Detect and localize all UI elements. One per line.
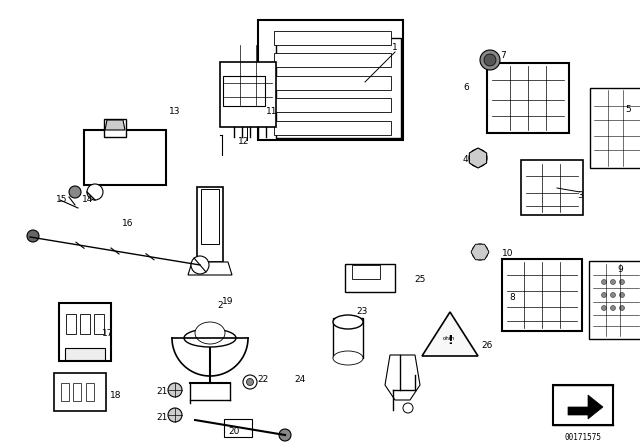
Bar bbox=[104, 119, 126, 137]
Text: 19: 19 bbox=[222, 297, 234, 306]
Circle shape bbox=[620, 306, 625, 310]
Circle shape bbox=[484, 54, 496, 66]
Text: 13: 13 bbox=[169, 108, 180, 116]
Circle shape bbox=[246, 379, 253, 385]
Text: 20: 20 bbox=[228, 427, 240, 436]
Circle shape bbox=[602, 280, 607, 284]
Bar bbox=[86, 383, 94, 401]
Text: 17: 17 bbox=[102, 329, 114, 339]
Bar bbox=[66, 314, 76, 334]
Text: 23: 23 bbox=[356, 307, 368, 316]
Bar bbox=[273, 31, 390, 45]
Circle shape bbox=[611, 280, 616, 284]
Bar bbox=[224, 419, 252, 437]
Circle shape bbox=[620, 280, 625, 284]
Text: 4: 4 bbox=[462, 155, 468, 164]
Polygon shape bbox=[105, 120, 125, 130]
Bar bbox=[275, 38, 401, 138]
Polygon shape bbox=[385, 355, 420, 400]
Text: !: ! bbox=[447, 333, 453, 346]
Bar bbox=[201, 190, 219, 245]
Text: 14: 14 bbox=[83, 195, 93, 204]
Circle shape bbox=[611, 306, 616, 310]
Bar bbox=[273, 53, 390, 68]
Bar bbox=[197, 188, 223, 263]
Text: 5: 5 bbox=[625, 105, 631, 115]
Circle shape bbox=[480, 50, 500, 70]
Bar bbox=[84, 130, 166, 185]
Circle shape bbox=[69, 186, 81, 198]
Bar bbox=[54, 373, 106, 411]
Bar bbox=[487, 63, 569, 133]
Text: 16: 16 bbox=[122, 220, 134, 228]
Ellipse shape bbox=[195, 322, 225, 344]
Circle shape bbox=[168, 383, 182, 397]
Circle shape bbox=[469, 149, 487, 167]
Text: 18: 18 bbox=[110, 392, 122, 401]
Text: 12: 12 bbox=[238, 138, 250, 146]
Text: ohm: ohm bbox=[443, 336, 455, 340]
Bar bbox=[257, 20, 403, 140]
Circle shape bbox=[602, 293, 607, 297]
Circle shape bbox=[403, 403, 413, 413]
Polygon shape bbox=[471, 244, 489, 260]
Bar bbox=[73, 383, 81, 401]
Polygon shape bbox=[422, 312, 478, 356]
Polygon shape bbox=[188, 262, 232, 275]
Text: 1: 1 bbox=[392, 43, 398, 52]
Text: 24: 24 bbox=[294, 375, 306, 384]
Bar bbox=[273, 121, 390, 135]
Bar bbox=[220, 63, 276, 128]
Bar bbox=[502, 259, 582, 331]
Text: 25: 25 bbox=[414, 276, 426, 284]
Bar bbox=[333, 318, 363, 358]
Circle shape bbox=[168, 408, 182, 422]
Bar bbox=[590, 88, 640, 168]
Circle shape bbox=[191, 256, 209, 274]
Circle shape bbox=[27, 230, 39, 242]
Text: 8: 8 bbox=[509, 293, 515, 302]
Circle shape bbox=[87, 184, 103, 200]
Bar bbox=[94, 314, 104, 334]
Bar bbox=[273, 99, 390, 112]
Bar bbox=[345, 264, 395, 292]
Text: 3: 3 bbox=[577, 190, 583, 199]
Polygon shape bbox=[568, 395, 603, 419]
Ellipse shape bbox=[184, 329, 236, 347]
Polygon shape bbox=[469, 148, 486, 168]
Circle shape bbox=[620, 293, 625, 297]
Circle shape bbox=[602, 306, 607, 310]
Bar bbox=[61, 383, 69, 401]
Circle shape bbox=[279, 429, 291, 441]
Ellipse shape bbox=[333, 351, 363, 365]
Text: 11: 11 bbox=[266, 108, 278, 116]
Bar bbox=[521, 160, 583, 215]
Circle shape bbox=[243, 375, 257, 389]
Bar bbox=[80, 314, 90, 334]
Text: 2: 2 bbox=[217, 301, 223, 310]
Text: 9: 9 bbox=[617, 266, 623, 275]
Bar bbox=[589, 261, 640, 339]
Text: 15: 15 bbox=[56, 195, 68, 204]
Bar bbox=[273, 76, 390, 90]
Text: 21: 21 bbox=[156, 414, 168, 422]
Text: 00171575: 00171575 bbox=[564, 432, 602, 441]
Bar bbox=[223, 76, 265, 106]
Text: 7: 7 bbox=[500, 52, 506, 60]
Text: 21: 21 bbox=[156, 388, 168, 396]
Circle shape bbox=[611, 293, 616, 297]
Circle shape bbox=[472, 244, 488, 260]
Bar bbox=[59, 303, 111, 361]
Text: 22: 22 bbox=[257, 375, 269, 384]
Bar bbox=[65, 348, 105, 360]
Bar bbox=[553, 385, 613, 425]
Text: 26: 26 bbox=[481, 340, 493, 349]
Bar bbox=[352, 265, 380, 279]
Text: 6: 6 bbox=[463, 83, 469, 92]
Ellipse shape bbox=[333, 315, 363, 329]
Text: 10: 10 bbox=[502, 250, 514, 258]
